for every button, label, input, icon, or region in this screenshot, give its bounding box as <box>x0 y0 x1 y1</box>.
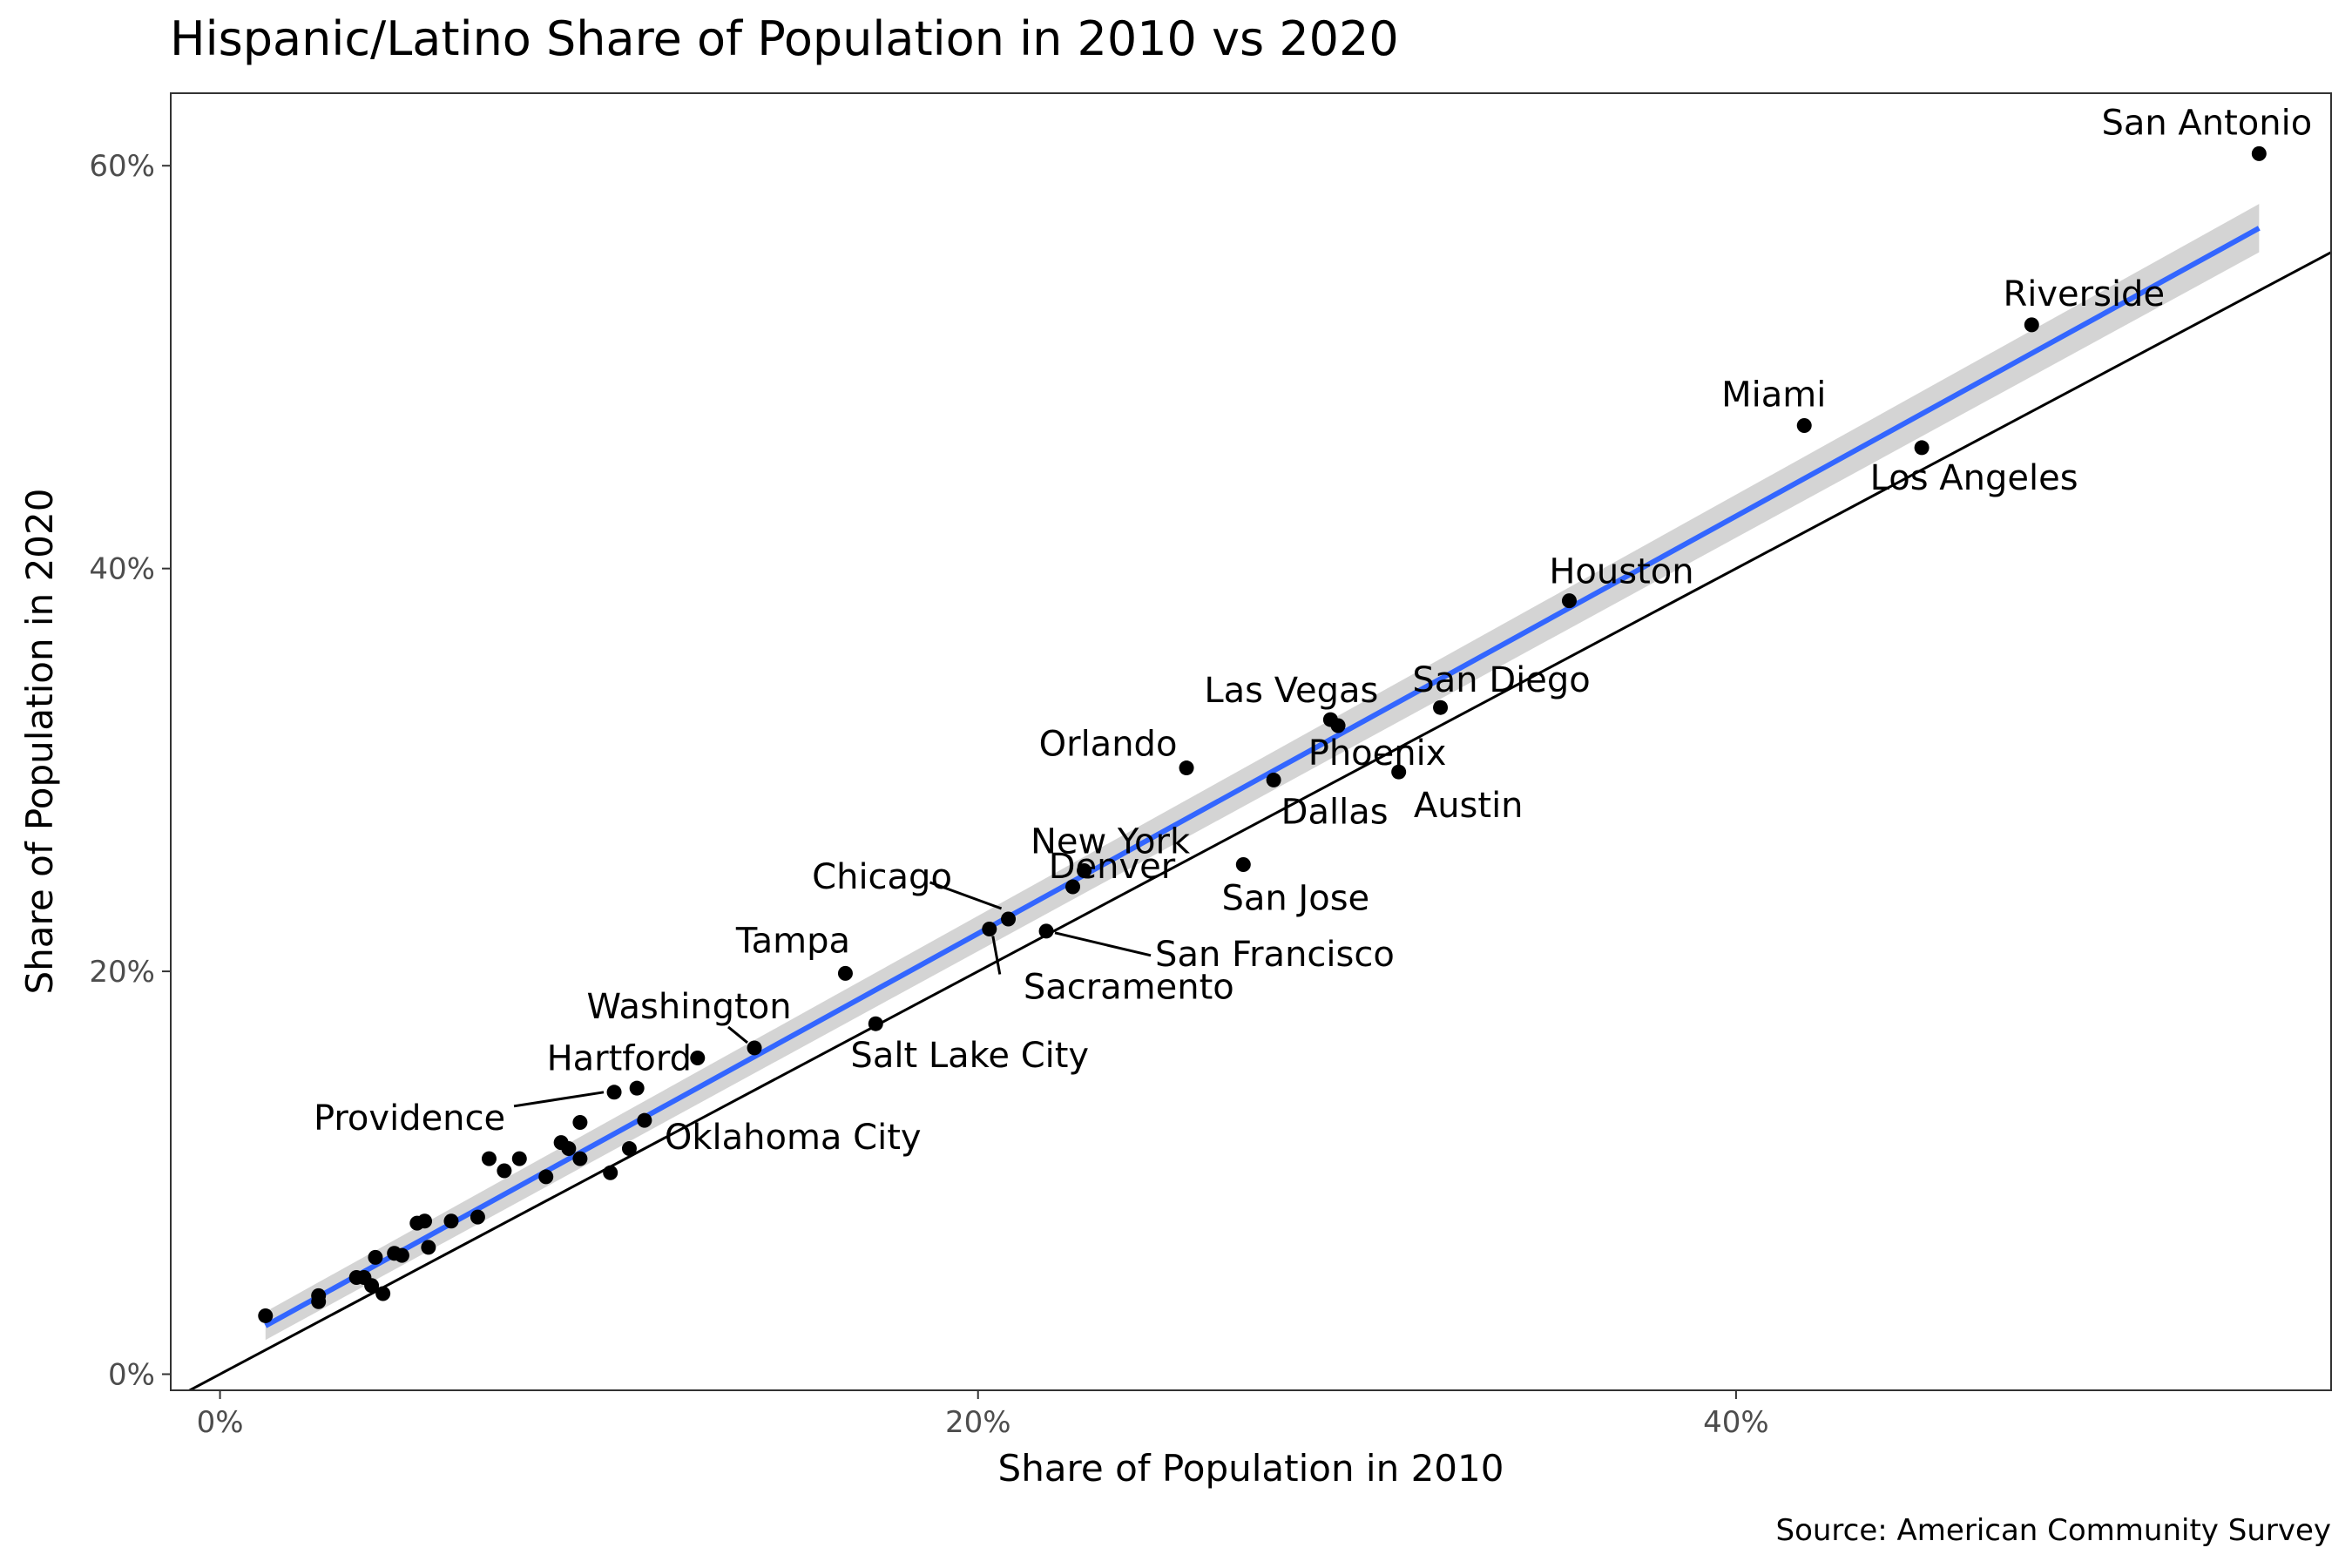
point-label-new-york: New York <box>1031 821 1191 862</box>
data-point-austin <box>1391 764 1407 780</box>
label-leader-washington <box>727 1025 748 1044</box>
point-label-denver: Denver <box>1049 847 1176 887</box>
data-point <box>409 1215 425 1231</box>
data-point <box>470 1209 485 1225</box>
point-label-san-diego: San Diego <box>1412 660 1590 700</box>
data-point-orlando <box>1179 760 1194 776</box>
y-tick-label: 0% <box>108 1358 155 1393</box>
point-label-san-jose: San Jose <box>1221 879 1369 919</box>
point-label-salt-lake-city: Salt Lake City <box>850 1036 1089 1076</box>
y-axis-title: Share of Population in 2020 <box>18 489 61 995</box>
y-tick-label: 60% <box>89 149 155 184</box>
data-point <box>538 1169 554 1185</box>
data-point <box>629 1080 645 1096</box>
point-label-riverside: Riverside <box>2003 274 2165 314</box>
y-tick-label: 40% <box>89 552 155 587</box>
chart-title: Hispanic/Latino Share of Population in 2… <box>170 11 1399 66</box>
x-tick-label: 40% <box>1703 1405 1769 1440</box>
data-point-houston <box>1561 593 1577 609</box>
y-tick-label: 20% <box>89 955 155 990</box>
data-point-new-york <box>1077 862 1092 878</box>
point-label-san-antonio: San Antonio <box>2101 103 2312 143</box>
data-point-tampa <box>837 965 853 981</box>
label-leader-chicago <box>929 881 1003 910</box>
data-point <box>481 1151 497 1166</box>
data-point <box>311 1294 327 1309</box>
data-point <box>443 1213 459 1229</box>
data-point <box>603 1165 618 1180</box>
data-point-providence <box>606 1085 622 1100</box>
point-label-las-vegas: Las Vegas <box>1204 671 1378 711</box>
data-point-miami <box>1796 417 1812 433</box>
data-point <box>621 1141 637 1157</box>
data-point-hartford <box>690 1051 706 1066</box>
data-point-salt-lake-city <box>868 1016 883 1031</box>
data-point-oklahoma-city <box>637 1112 652 1128</box>
point-label-miami: Miami <box>1721 375 1826 415</box>
data-point <box>572 1114 588 1130</box>
panel-border <box>170 92 2332 1391</box>
label-leader-san-francisco <box>1054 931 1152 957</box>
data-point-san-francisco <box>1038 923 1054 939</box>
data-point-san-antonio <box>2251 145 2267 161</box>
data-point-washington <box>747 1040 762 1056</box>
point-label-san-francisco: San Francisco <box>1155 935 1395 975</box>
point-label-dallas: Dallas <box>1281 792 1389 832</box>
confidence-band <box>265 204 2260 1341</box>
point-label-sacramento: Sacramento <box>1024 968 1234 1008</box>
x-tick-label: 0% <box>197 1405 244 1440</box>
data-point-sacramento <box>982 922 997 937</box>
point-labels: San Antonio Riverside Miami Los Angeles Hous… <box>314 103 2312 1158</box>
point-label-los-angeles: Los Angeles <box>1870 458 2078 498</box>
data-point-dallas <box>1266 772 1281 787</box>
point-label-houston: Houston <box>1549 552 1693 592</box>
data-point <box>497 1163 512 1179</box>
data-point-riverside <box>2024 317 2039 333</box>
identity-line <box>186 251 2331 1390</box>
point-label-providence: Providence <box>314 1098 505 1139</box>
chart-caption: Source: American Community Survey <box>1776 1513 2332 1548</box>
data-point <box>421 1240 436 1255</box>
data-point <box>258 1308 274 1323</box>
axes: 0% 20% 40% 0% 20% 40% 60% <box>89 149 1768 1440</box>
data-point-san-jose <box>1235 857 1251 873</box>
x-tick-label: 20% <box>945 1405 1011 1440</box>
data-point <box>375 1286 391 1301</box>
data-point-denver <box>1065 879 1081 895</box>
point-label-washington: Washington <box>587 987 792 1027</box>
data-point <box>572 1151 588 1166</box>
data-point <box>511 1151 527 1166</box>
label-leader-providence <box>513 1091 605 1108</box>
trend-line <box>264 226 2261 1328</box>
data-point-los-angeles <box>1914 440 1930 456</box>
data-point <box>561 1141 577 1157</box>
point-label-austin: Austin <box>1414 786 1524 826</box>
data-point-san-diego <box>1433 700 1449 715</box>
point-label-orlando: Orlando <box>1039 725 1178 765</box>
data-point <box>364 1278 380 1294</box>
point-label-oklahoma-city: Oklahoma City <box>665 1118 922 1158</box>
data-point <box>368 1249 383 1265</box>
label-leader-sacramento <box>991 936 1002 975</box>
point-label-tampa: Tampa <box>735 921 850 961</box>
data-point <box>394 1247 409 1263</box>
point-label-chicago: Chicago <box>812 857 952 897</box>
data-point-chicago <box>1001 911 1017 927</box>
x-axis-title: Share of Population in 2010 <box>998 1447 1504 1490</box>
point-label-phoenix: Phoenix <box>1308 733 1447 774</box>
plot-panel <box>186 145 2331 1390</box>
data-point-phoenix <box>1330 718 1346 733</box>
point-label-hartford: Hartford <box>547 1039 692 1079</box>
